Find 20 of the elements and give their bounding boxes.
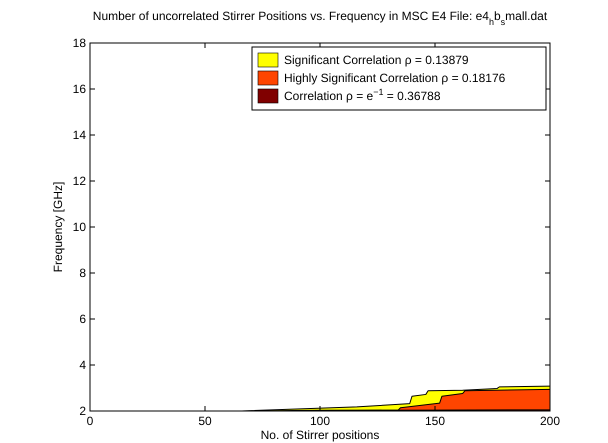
- y-tick-label: 16: [72, 82, 86, 96]
- y-tick-label: 18: [72, 36, 86, 50]
- chart-title: Number of uncorrelated Stirrer Positions vs. Frequency in MSC E4 File: e4$_{h}$b$_{s}$mall.dat: [92, 9, 548, 27]
- legend-label: Significant Correlation ρ = 0.13879: [284, 53, 469, 67]
- x-tick-label: 0: [86, 414, 94, 428]
- y-tick-label: 4: [79, 358, 86, 372]
- y-tick-label: 6: [79, 312, 86, 326]
- x-tick-label: 50: [198, 414, 212, 428]
- legend-label: Correlation ρ = e$^{−1}$ = 0.36788: [284, 87, 441, 103]
- y-tick-label: 10: [72, 220, 86, 234]
- x-tick-label: 100: [310, 414, 330, 428]
- y-tick-label: 12: [72, 174, 86, 188]
- x-tick-label: 150: [424, 414, 446, 428]
- y-axis-title: Frequency [GHz]: [51, 182, 65, 272]
- y-tick-label: 8: [79, 266, 86, 280]
- legend-label: Highly Significant Correlation ρ = 0.18176: [284, 71, 506, 85]
- y-tick-label: 14: [72, 128, 86, 142]
- x-tick-label: 200: [540, 414, 560, 428]
- x-axis-title: No. of Stirrer positions: [260, 428, 380, 442]
- y-tick-label: 2: [79, 404, 86, 418]
